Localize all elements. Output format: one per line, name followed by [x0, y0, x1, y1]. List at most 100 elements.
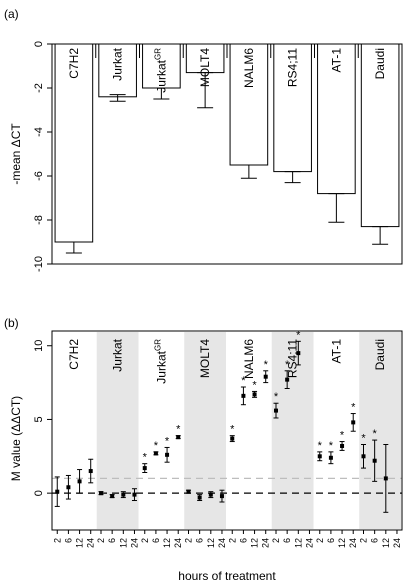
data-point [328, 455, 333, 460]
x-tick-label-b: 2 [359, 538, 369, 543]
plot-frame-b [51, 330, 403, 531]
data-point [121, 492, 126, 497]
group-label-text: C7H2 [67, 339, 81, 370]
group-shading [359, 332, 401, 529]
x-tick-label-b: 12 [337, 538, 347, 548]
x-tick-label-b: 12 [162, 538, 172, 548]
data-point [208, 492, 213, 497]
x-tick-label-b: 24 [217, 538, 227, 548]
data-point [383, 476, 388, 481]
data-point [252, 392, 257, 397]
category-label-text: Daudi [373, 48, 387, 79]
y-tick-label-b: 5 [33, 416, 45, 422]
category-label-6: AT-1 [329, 48, 343, 73]
group-label-0: C7H2 [67, 339, 81, 370]
bar-3 [185, 43, 225, 74]
x-tick-label-b: 2 [271, 538, 281, 543]
data-point [274, 408, 278, 413]
x-tick-label-b: 6 [370, 538, 380, 543]
group-shading [184, 332, 226, 529]
data-point [340, 443, 345, 448]
y-tick-label-a: -10 [33, 256, 45, 272]
significance-star: * [143, 452, 148, 464]
significance-star: * [165, 435, 170, 447]
data-point [55, 489, 60, 494]
category-label-2: JurkatGR [153, 48, 168, 93]
x-tick-label-b: 24 [129, 538, 139, 548]
data-point [66, 485, 71, 490]
significance-star: * [274, 391, 279, 403]
significance-star: * [252, 379, 257, 391]
y-tick-label-a: -4 [33, 127, 45, 137]
significance-star: * [340, 430, 345, 442]
y-tick-label-a: -2 [33, 83, 45, 93]
panel-label-a: (a) [4, 7, 19, 21]
group-label-6: AT-1 [329, 339, 343, 364]
category-label-text: Jurkat [111, 47, 125, 80]
category-label-text: AT-1 [329, 48, 343, 73]
data-point [197, 495, 202, 500]
data-point [99, 491, 103, 496]
y-axis-label-a: -mean ΔCT [9, 123, 23, 185]
bar-0 [54, 43, 94, 243]
panel-label-b: (b) [4, 316, 19, 330]
group-label-1: Jurkat [111, 338, 125, 371]
bar-5 [273, 43, 312, 173]
bar-1 [98, 43, 137, 98]
x-tick-label-b: 6 [282, 538, 292, 543]
x-tick-label-b: 6 [63, 538, 73, 543]
x-tick-label-b: 12 [293, 538, 303, 548]
data-point [77, 479, 82, 484]
x-tick-label-b: 24 [392, 538, 402, 548]
group-label-3: MOLT4 [198, 339, 212, 378]
significance-star: * [230, 424, 235, 436]
bar-2 [142, 43, 181, 89]
x-tick-label-b: 12 [250, 538, 260, 548]
x-tick-label-b: 2 [184, 538, 194, 543]
y-tick-label-a: -6 [33, 171, 45, 181]
data-point [296, 351, 301, 356]
y-tick-label-a: -8 [33, 215, 45, 225]
data-point [241, 393, 246, 398]
category-label-text: MOLT4 [198, 48, 212, 87]
group-label-text: Jurkat [154, 350, 168, 383]
category-label-text: Jurkat [154, 59, 168, 92]
group-label-2: JurkatGR [153, 339, 168, 384]
category-label-7: Daudi [373, 48, 387, 79]
data-point [165, 452, 170, 457]
group-label-text: Daudi [373, 339, 387, 370]
y-tick-label-b: 0 [33, 490, 45, 496]
data-point [142, 466, 147, 471]
group-label-5: RS4;11 [286, 339, 300, 378]
group-label-superscript: GR [153, 339, 162, 351]
data-point [372, 458, 377, 463]
significance-star: * [318, 440, 323, 452]
category-label-text: C7H2 [67, 48, 81, 79]
x-tick-label-b: 24 [86, 538, 96, 548]
x-tick-label-b: 24 [261, 538, 271, 548]
data-point [176, 435, 181, 440]
category-label-text: RS4;11 [286, 48, 300, 87]
x-tick-label-b: 6 [195, 538, 205, 543]
panel-b-scatter-chart: (b) 0 5 10 M value (ΔΔCT) hours of treatment C… [4, 316, 403, 583]
category-label-4: NALM6 [242, 48, 256, 88]
x-tick-label-b: 6 [151, 538, 161, 543]
x-tick-label-b: 6 [107, 538, 117, 543]
category-label-1: Jurkat [111, 47, 125, 80]
data-point [317, 454, 322, 459]
group-label-text: AT-1 [329, 339, 343, 364]
data-point [88, 469, 93, 474]
group-label-4: NALM6 [242, 339, 256, 379]
x-tick-label-b: 24 [304, 538, 314, 548]
x-tick-label-b: 24 [173, 538, 183, 548]
significance-star: * [296, 329, 301, 341]
data-point [263, 374, 268, 379]
group-label-text: NALM6 [242, 339, 256, 379]
y-tick-label-a: 0 [33, 41, 45, 47]
data-point [110, 494, 115, 499]
group-label-text: Jurkat [111, 338, 125, 371]
category-label-text: NALM6 [242, 48, 256, 88]
significance-star: * [285, 359, 290, 371]
data-point [153, 451, 158, 456]
